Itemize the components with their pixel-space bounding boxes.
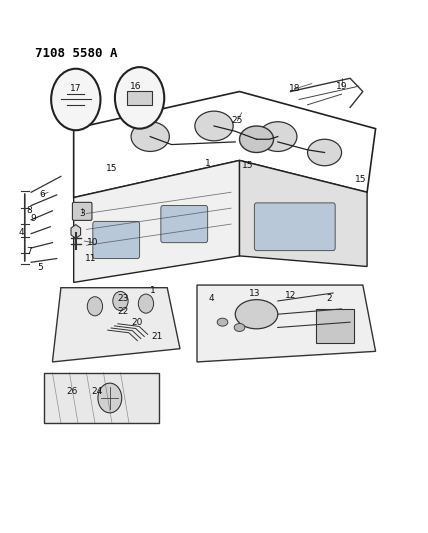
Text: 7: 7	[26, 247, 32, 256]
Text: 11: 11	[85, 254, 96, 263]
Text: 15: 15	[106, 164, 118, 173]
Text: 13: 13	[249, 288, 260, 297]
Text: 16: 16	[130, 82, 141, 91]
Text: 22: 22	[117, 307, 128, 316]
Circle shape	[51, 69, 101, 130]
Circle shape	[138, 294, 154, 313]
Polygon shape	[52, 288, 180, 362]
Ellipse shape	[240, 126, 273, 152]
Polygon shape	[240, 160, 367, 266]
Text: 20: 20	[132, 318, 143, 327]
Circle shape	[115, 67, 164, 128]
Text: 8: 8	[26, 206, 32, 215]
Polygon shape	[44, 373, 159, 423]
Text: 21: 21	[151, 332, 162, 341]
Text: 24: 24	[92, 386, 103, 395]
Text: 18: 18	[289, 84, 300, 93]
Text: 10: 10	[87, 238, 98, 247]
Text: 4: 4	[19, 228, 25, 237]
Ellipse shape	[234, 324, 245, 332]
Text: 6: 6	[39, 190, 45, 199]
FancyBboxPatch shape	[93, 221, 140, 259]
Text: 15: 15	[355, 174, 366, 183]
Ellipse shape	[217, 318, 228, 326]
Ellipse shape	[195, 111, 233, 141]
Text: 23: 23	[117, 294, 128, 303]
Text: 4: 4	[209, 294, 215, 303]
Polygon shape	[74, 160, 240, 282]
Text: 26: 26	[66, 386, 77, 395]
Text: 5: 5	[37, 263, 42, 272]
Circle shape	[87, 297, 103, 316]
Polygon shape	[197, 285, 376, 362]
Ellipse shape	[235, 300, 278, 329]
FancyBboxPatch shape	[72, 203, 92, 220]
Text: 25: 25	[232, 116, 243, 125]
Text: 9: 9	[30, 214, 36, 223]
Ellipse shape	[131, 122, 169, 151]
Text: 1: 1	[149, 286, 155, 295]
Text: 3: 3	[79, 209, 85, 218]
Text: 2: 2	[326, 294, 332, 303]
Ellipse shape	[259, 122, 297, 151]
FancyBboxPatch shape	[254, 203, 335, 251]
Text: 15: 15	[242, 161, 254, 170]
Bar	[316, 309, 354, 343]
Circle shape	[98, 383, 122, 413]
Ellipse shape	[308, 139, 342, 166]
Text: 7108 5580 A: 7108 5580 A	[36, 47, 118, 60]
Circle shape	[113, 292, 128, 311]
Text: 17: 17	[70, 84, 82, 93]
FancyBboxPatch shape	[161, 206, 208, 243]
Text: 19: 19	[336, 82, 347, 91]
Text: 1: 1	[205, 159, 211, 167]
Text: 12: 12	[285, 291, 296, 300]
Bar	[127, 91, 152, 105]
